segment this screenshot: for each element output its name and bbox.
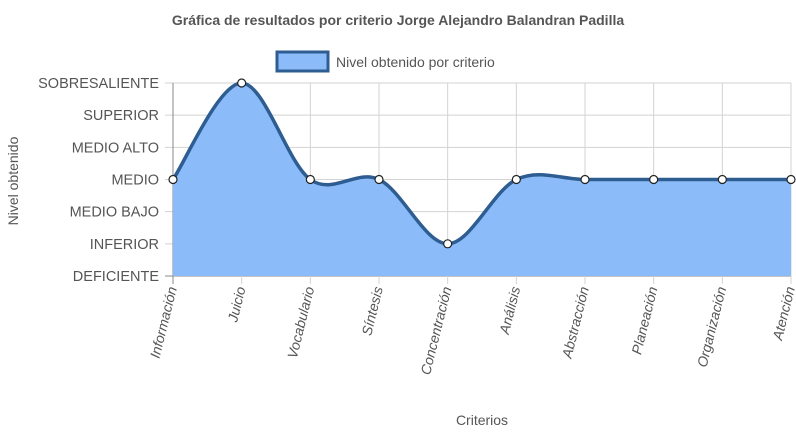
x-tick-label: Juicio — [224, 285, 248, 325]
series-area-fill — [173, 83, 791, 276]
x-tick-label: Vocabulario — [284, 285, 317, 360]
x-tick-label: Abstracción — [558, 285, 592, 361]
y-tick-label: SOBRESALIENTE — [38, 76, 159, 92]
x-axis-ticks: Información Juicio Vocabulario Síntesis Conc… — [147, 285, 796, 377]
x-tick-label: Atención — [769, 285, 796, 343]
legend-swatch[interactable] — [275, 50, 330, 73]
data-point-1[interactable] — [237, 78, 247, 88]
x-tick-label: Síntesis — [358, 285, 386, 337]
y-tick-label: MEDIO BAJO — [70, 205, 159, 221]
data-point-9[interactable] — [786, 174, 796, 185]
y-tick-label: DEFICIENTE — [73, 269, 160, 285]
data-point-7[interactable] — [649, 174, 659, 185]
chart-title: Gráfica de resultados por criterio Jorge… — [172, 12, 624, 28]
data-points[interactable] — [168, 78, 796, 249]
x-axis-label: Criterios — [456, 412, 508, 428]
y-tick-label: SUPERIOR — [83, 108, 159, 124]
x-tick-label: Información — [147, 285, 180, 360]
data-point-8[interactable] — [717, 174, 727, 185]
legend-label[interactable]: Nivel obtenido por criterio — [336, 54, 495, 70]
series-line — [171, 81, 791, 246]
x-tick-label: Planeación — [628, 285, 660, 356]
y-axis-ticks: DEFICIENTE INFERIOR MEDIO BAJO MEDIO MEDIO A… — [38, 76, 159, 285]
series-area — [171, 81, 791, 276]
x-tick-label: Análisis — [496, 285, 523, 337]
data-point-3[interactable] — [374, 174, 384, 185]
x-tick-label: Concentración — [417, 285, 454, 377]
data-point-0[interactable] — [168, 174, 178, 185]
y-tick-label: MEDIO — [111, 173, 159, 189]
data-point-4[interactable] — [443, 239, 453, 249]
x-tick-label: Organización — [694, 285, 730, 369]
data-point-6[interactable] — [580, 174, 590, 185]
y-tick-label: INFERIOR — [90, 237, 159, 253]
y-tick-label: MEDIO ALTO — [72, 140, 159, 156]
data-point-5[interactable] — [511, 174, 521, 185]
y-axis-label: Nivel obtenido — [5, 136, 21, 225]
data-point-2[interactable] — [305, 174, 315, 185]
